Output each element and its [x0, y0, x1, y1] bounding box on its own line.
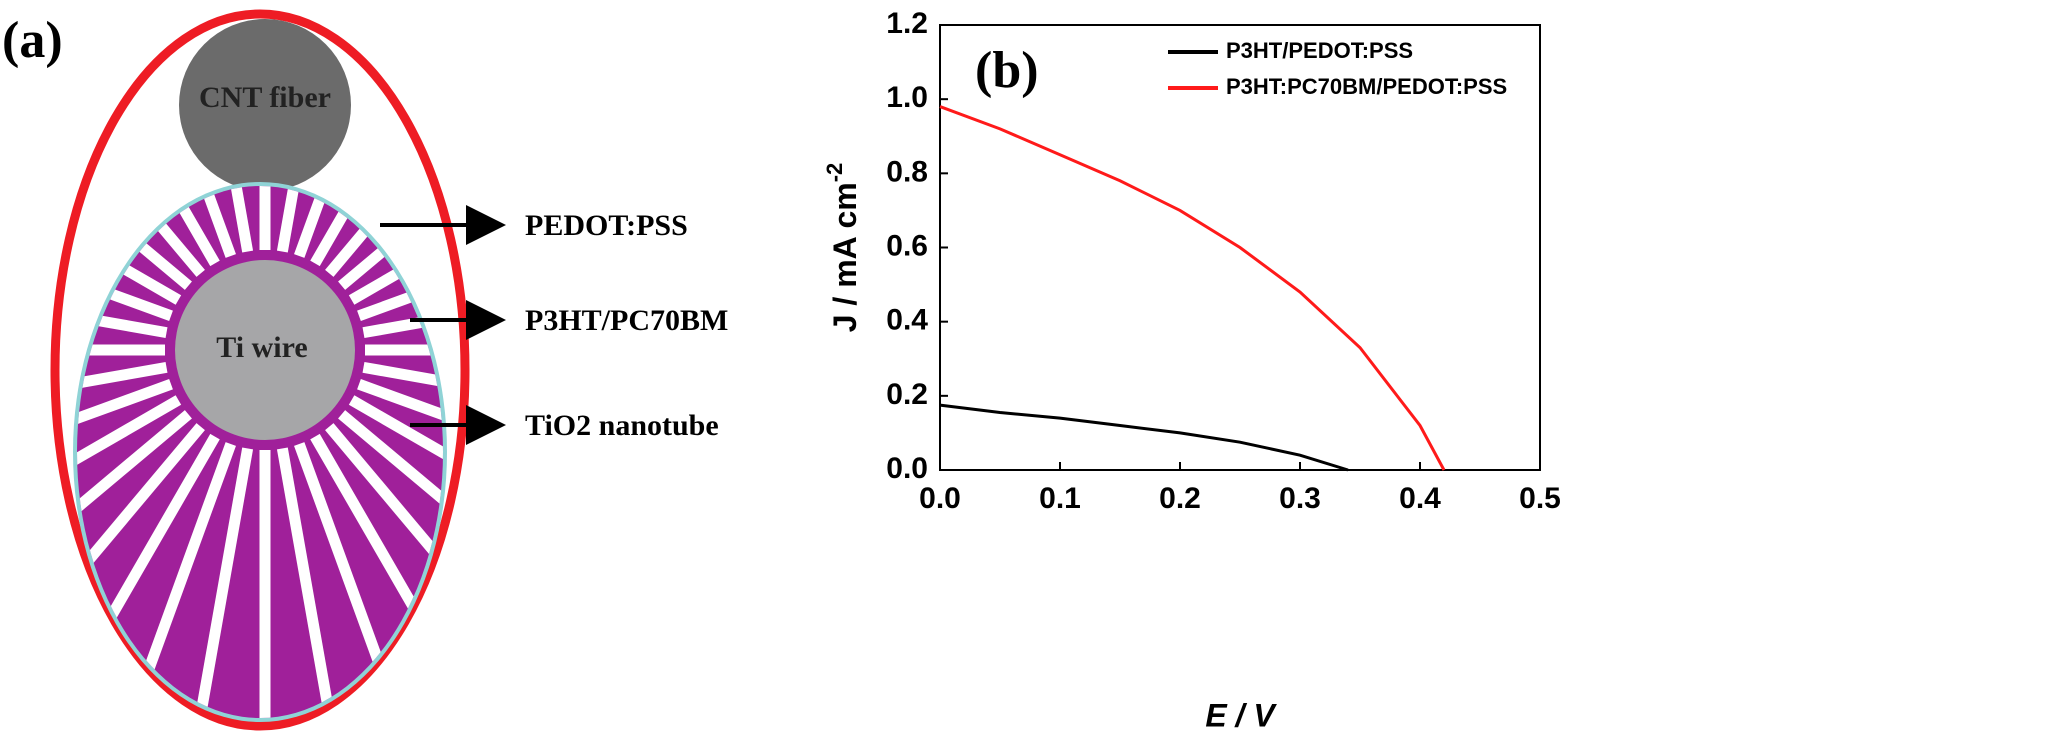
y-axis-label: J / mA cm-2	[822, 163, 864, 333]
nanotube	[77, 186, 182, 305]
cnt-fiber	[179, 19, 351, 191]
nanotube	[348, 186, 443, 305]
panel-label: (b)	[975, 42, 1039, 99]
x-tick-label: 0.1	[1039, 482, 1081, 515]
layer-label: PEDOT:PSS	[525, 209, 688, 242]
nanotubes	[77, 186, 443, 718]
x-tick-label: 0.4	[1399, 482, 1441, 515]
nanotube	[77, 423, 205, 660]
y-tick-label: 1.2	[886, 7, 928, 40]
nanotube	[77, 410, 192, 612]
nanotube	[325, 186, 443, 277]
nanotube	[338, 186, 443, 290]
x-tick-label: 0.5	[1519, 482, 1561, 515]
nanotube	[190, 447, 254, 718]
nanotube	[362, 275, 443, 339]
nanotube	[77, 208, 173, 321]
nanotube	[77, 361, 168, 425]
nanotube	[357, 208, 443, 321]
nanotube	[190, 186, 254, 253]
nanotube	[77, 186, 220, 267]
y-tick-label: 0.6	[886, 229, 928, 262]
cnt-label: CNT fiber	[199, 81, 331, 114]
y-tick-label: 0.4	[886, 304, 928, 337]
ti-wire	[175, 260, 355, 440]
y-tick-label: 1.0	[886, 81, 928, 114]
y-tick-label: 0.8	[886, 155, 928, 188]
series-line	[939, 105, 1446, 471]
nanotube	[77, 186, 205, 277]
nanotube	[325, 423, 443, 660]
y-axis-label-sup: -2	[822, 163, 847, 183]
nanotube	[77, 395, 182, 555]
y-tick-label: 0.0	[886, 452, 928, 485]
nanotube	[123, 186, 236, 258]
series-line	[939, 403, 1349, 472]
nanotube	[357, 379, 443, 492]
nanotube	[77, 379, 173, 492]
x-tick-label: 0.2	[1159, 482, 1201, 515]
nanotube	[276, 447, 340, 718]
nanotube	[77, 275, 168, 339]
nanotube	[294, 186, 407, 258]
panel-label: (a)	[2, 12, 63, 69]
ti-label: Ti wire	[216, 331, 307, 364]
diagram: CNT fiber Ti wire (a) PEDOT:PSS P3HT/PC7…	[2, 9, 728, 731]
x-tick-label: 0.0	[919, 482, 961, 515]
layer-label: P3HT/PC70BM	[525, 304, 728, 337]
y-tick-label: 0.2	[886, 378, 928, 411]
layer-label: TiO2 nanotube	[525, 409, 719, 442]
x-tick-label: 0.3	[1279, 482, 1321, 515]
legend-label: P3HT:PC70BM/PEDOT:PSS	[1226, 74, 1507, 99]
nanotube	[310, 186, 443, 267]
x-axis-label: E / V	[1205, 697, 1277, 733]
nanotube	[348, 395, 443, 555]
outer-ellipse	[50, 9, 470, 731]
chart: 0.0 0.2 0.4 0.6 0.8 1.0 1.2 0.0 0.1 0.2 0.3 0.4 0.5 E…	[822, 7, 1561, 734]
nanotube	[338, 410, 443, 612]
nanotube	[77, 186, 192, 290]
legend-label: P3HT/PEDOT:PSS	[1226, 38, 1413, 63]
nanotube	[362, 361, 443, 425]
nanotube	[276, 186, 340, 253]
y-axis-label-main: J / mA cm	[827, 182, 863, 332]
